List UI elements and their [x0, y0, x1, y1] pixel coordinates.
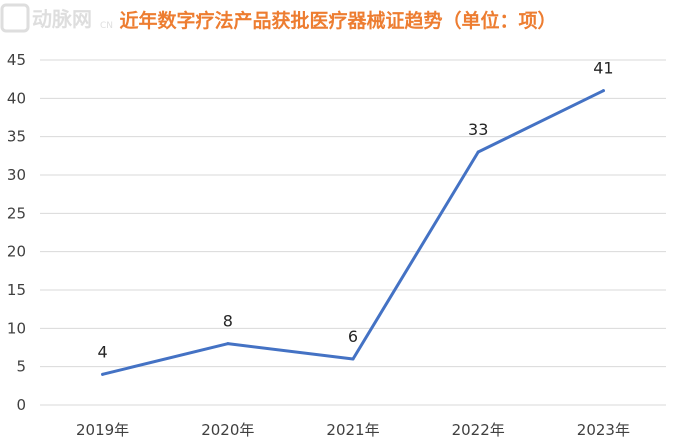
watermark-text: 动脉网	[32, 7, 92, 31]
y-tick-label: 40	[7, 89, 26, 107]
grid-lines	[40, 59, 666, 406]
data-label: 41	[593, 59, 613, 78]
data-point	[351, 357, 355, 361]
data-label: 33	[468, 120, 488, 139]
y-tick-label: 30	[7, 166, 26, 184]
chart-title: 近年数字疗法产品获批医疗器械证趋势（单位：项）	[119, 10, 557, 32]
y-tick-label: 15	[7, 281, 26, 299]
x-tick-label: 2023年	[577, 421, 630, 439]
data-point	[601, 89, 605, 93]
y-tick-label: 5	[16, 358, 26, 376]
data-label: 8	[223, 312, 233, 331]
y-tick-label: 25	[7, 204, 26, 222]
data-point	[226, 342, 230, 346]
y-tick-label: 20	[7, 243, 26, 261]
y-tick-label: 45	[7, 51, 26, 69]
watermark-logo-icon	[0, 3, 30, 33]
x-tick-label: 2021年	[326, 421, 379, 439]
data-point	[476, 150, 480, 154]
data-labels: 4 8 6 33 41	[98, 59, 614, 362]
x-tick-label: 2019年	[76, 421, 129, 439]
y-tick-label: 35	[7, 128, 26, 146]
watermark-sub: CN	[100, 21, 113, 31]
y-tick-label: 0	[16, 396, 26, 414]
data-label: 4	[98, 342, 108, 361]
data-point	[101, 372, 105, 376]
data-label: 6	[348, 327, 358, 346]
series-group	[101, 89, 605, 376]
watermark-logo: 动脉网 CN	[0, 3, 113, 33]
x-tick-label: 2020年	[201, 421, 254, 439]
y-axis-tick-labels: 0 5 10 15 20 25 30 35 40 45	[7, 51, 26, 414]
x-axis-tick-labels: 2019年 2020年 2021年 2022年 2023年	[76, 421, 630, 439]
y-tick-label: 10	[7, 319, 26, 337]
x-tick-label: 2022年	[452, 421, 505, 439]
